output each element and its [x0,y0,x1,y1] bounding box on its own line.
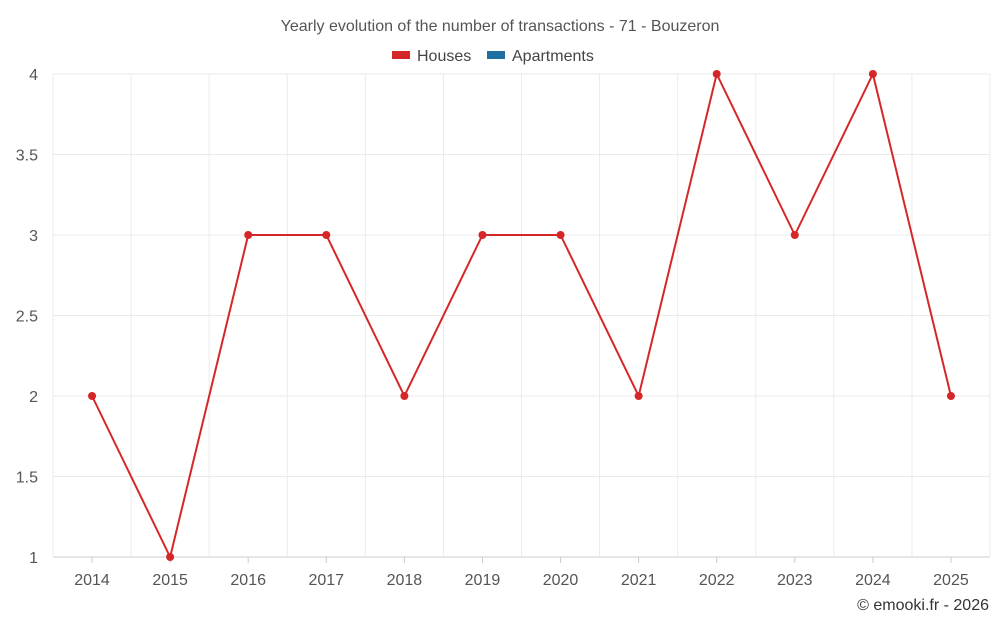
y-tick-label: 3 [29,228,38,245]
x-tick-label: 2016 [230,572,266,589]
x-axis: 2014 2015 2016 2017 2018 2019 2020 2021 2022 2023… [74,572,969,589]
legend: Houses Apartments [392,48,594,65]
legend-label-apartments[interactable]: Apartments [512,48,594,65]
y-tick-label: 1 [29,550,38,567]
data-point[interactable] [712,70,721,78]
data-point[interactable] [790,231,799,239]
series-houses [88,70,955,561]
data-point[interactable] [868,70,877,78]
y-tick-label: 4 [29,67,38,84]
legend-swatch-apartments[interactable] [487,51,505,59]
y-tick-label: 1.5 [16,470,38,487]
y-tick-label: 2.5 [16,309,38,326]
x-tick-label: 2022 [699,572,735,589]
x-tick-label: 2023 [777,572,813,589]
x-tick-label: 2018 [387,572,423,589]
data-point[interactable] [400,392,409,400]
chart-title: Yearly evolution of the number of transa… [281,18,720,35]
credit-text: © emooki.fr - 2026 [857,597,989,614]
x-tick-label: 2025 [933,572,969,589]
x-tick-label: 2019 [465,572,501,589]
x-tick-label: 2021 [621,572,657,589]
data-point[interactable] [322,231,331,239]
data-point[interactable] [946,392,955,400]
legend-label-houses[interactable]: Houses [417,48,471,65]
legend-swatch-houses[interactable] [392,51,410,59]
data-point[interactable] [166,553,175,561]
x-tick-label: 2020 [543,572,579,589]
y-tick-label: 3.5 [16,148,38,165]
y-axis: 1 1.5 2 2.5 3 3.5 4 [16,67,38,567]
y-tick-label: 2 [29,389,38,406]
data-point[interactable] [244,231,253,239]
x-tick-label: 2017 [308,572,344,589]
grid [52,73,991,563]
x-tick-label: 2014 [74,572,110,589]
x-tick-label: 2015 [152,572,188,589]
data-point[interactable] [478,231,487,239]
data-point[interactable] [556,231,565,239]
data-point[interactable] [634,392,643,400]
data-point[interactable] [88,392,97,400]
series-line-houses [91,73,952,558]
x-tick-label: 2024 [855,572,891,589]
